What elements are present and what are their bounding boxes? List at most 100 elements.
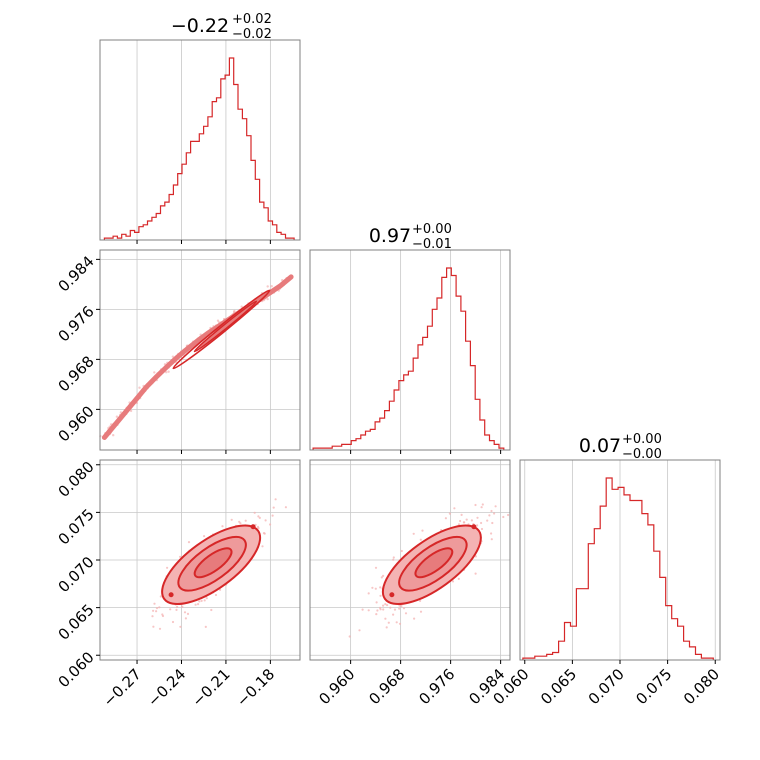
scatter23-point (361, 608, 364, 611)
scatter23-point (382, 604, 385, 607)
scatter13-point (183, 611, 187, 614)
scatter23-point (382, 608, 385, 611)
scatter23-point (486, 519, 489, 522)
scatter12-ylabel-3: 0.984 (55, 252, 98, 295)
scatter23-point (476, 524, 479, 527)
scatter23-point (412, 532, 415, 535)
scatter13-point (210, 608, 213, 612)
hist-param3-xlabel-4: 0.080 (680, 665, 723, 708)
scatter23-point (367, 592, 370, 595)
scatter13-point (155, 610, 158, 613)
scatter13-point (284, 506, 287, 509)
scatter13-point (181, 605, 184, 608)
scatter13-xlabel-3: −0.18 (233, 665, 278, 710)
scatter23-point (507, 513, 510, 517)
scatter13-xlabel-0: −0.27 (100, 665, 145, 710)
scatter23-contours (381, 524, 482, 605)
scatter13-point (194, 603, 197, 606)
scatter13-point (200, 599, 203, 603)
scatter13-point (153, 602, 156, 605)
scatter23-point (374, 566, 378, 569)
scatter23-point (385, 626, 388, 629)
hist-param3-xlabel-1: 0.065 (537, 665, 580, 708)
scatter13-point (264, 519, 267, 522)
scatter23-point (386, 604, 389, 607)
scatter23-point (371, 586, 374, 589)
scatter12-band (101, 274, 294, 440)
scatter13-outlier-2 (250, 524, 256, 530)
hist-param3-xlabel-3: 0.075 (632, 665, 675, 708)
scatter23-point (457, 523, 461, 526)
scatter23-point (375, 601, 378, 604)
scatter23-point (444, 517, 447, 520)
title-param2-sup: +0.00 (412, 222, 452, 237)
scatter23-point (460, 513, 463, 517)
scatter23-point (493, 512, 496, 515)
scatter12-point (240, 305, 243, 308)
scatter13-point (198, 600, 201, 603)
scatter23-point (459, 519, 462, 523)
scatter23-point (395, 621, 398, 624)
scatter23-point (480, 506, 483, 509)
title-param1-value: −0.22 (171, 15, 229, 37)
scatter13-point (184, 617, 187, 620)
scatter23-point (392, 558, 395, 561)
scatter12-point (167, 370, 170, 373)
scatter12-ylabel-2: 0.976 (55, 302, 98, 345)
scatter23-point (453, 507, 456, 510)
scatter13-point (158, 627, 162, 630)
scatter13-point (271, 514, 274, 517)
scatter23-point (490, 532, 493, 535)
title-param2-sub: −0.01 (412, 237, 452, 252)
scatter13-point (244, 519, 247, 522)
scatter12-point (266, 297, 269, 301)
scatter13-ylabel-0: 0.060 (55, 648, 98, 691)
scatter23-point (398, 607, 401, 610)
scatter13-point (203, 535, 206, 538)
scatter23-point (413, 617, 416, 620)
scatter13-point (272, 506, 275, 509)
scatter13-point (239, 522, 242, 525)
title-param3: 0.07 (579, 435, 621, 457)
title-param3-sup: +0.00 (622, 432, 662, 447)
scatter23-point (476, 516, 479, 519)
scatter23-point (389, 606, 392, 609)
scatter23-xlabel-0: 0.960 (315, 665, 358, 708)
scatter23-contour-3 (414, 547, 454, 579)
scatter13-point (151, 615, 154, 618)
scatter23-point (392, 613, 395, 616)
scatter12-ylabel-1: 0.968 (55, 352, 98, 395)
scatter12-frame (99, 249, 301, 451)
scatter23-point (398, 622, 402, 625)
scatter12-ylabel-0: 0.960 (55, 402, 98, 445)
title-param2-value: 0.97 (369, 225, 411, 247)
scatter23-point (494, 505, 497, 508)
scatter23-point (480, 521, 483, 525)
scatter13-point (166, 566, 169, 569)
scatter13-point (204, 625, 207, 629)
scatter23-point (474, 503, 477, 507)
scatter13-point (261, 545, 264, 548)
scatter13-point (253, 511, 256, 514)
scatter12-point (216, 319, 220, 322)
scatter12-point (153, 371, 156, 374)
scatter23-point (421, 529, 424, 532)
scatter23-point (465, 518, 468, 521)
scatter23-point (375, 613, 378, 616)
scatter23-point (374, 587, 377, 590)
scatter23-point (502, 515, 505, 519)
scatter23-xlabel-1: 0.968 (365, 665, 408, 708)
scatter12-point (270, 285, 273, 288)
scatter13-point (258, 516, 261, 520)
scatter23-point (387, 621, 390, 624)
scatter23-point (379, 594, 382, 597)
scatter23-point (480, 527, 484, 531)
scatter12-point (129, 409, 133, 413)
title-param1: −0.22 (171, 15, 229, 37)
title-param3-value: 0.07 (579, 435, 621, 457)
scatter12-point (112, 434, 115, 437)
scatter12-contour-outer (172, 289, 271, 370)
hist-param2-frame (309, 249, 511, 451)
scatter13-point (152, 609, 155, 612)
